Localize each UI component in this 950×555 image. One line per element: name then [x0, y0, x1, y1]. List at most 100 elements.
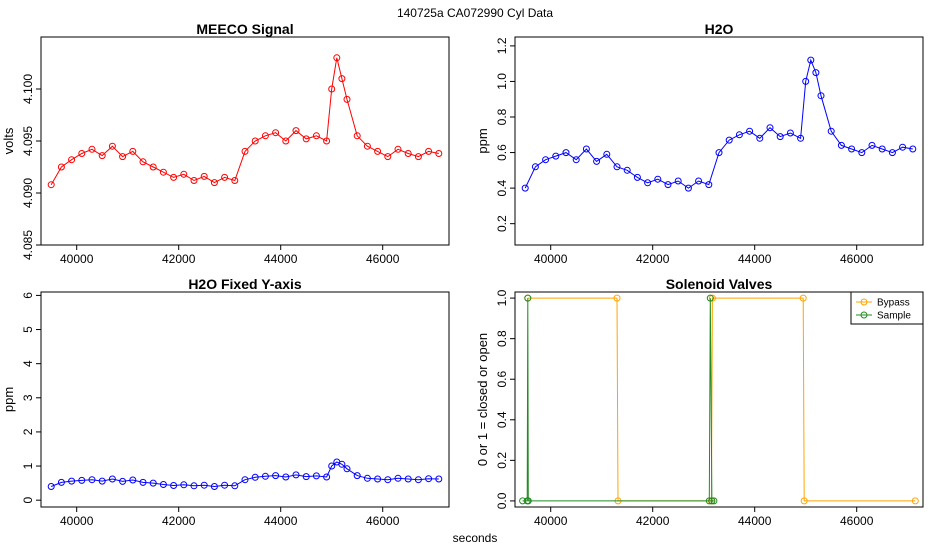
legend-label-sample: Sample: [877, 311, 911, 322]
series-0-point: [695, 177, 703, 185]
panel-h2o: H2O ppm 40000 42000 44000 46000 0.2 0.4 0.6 0.8 1.…: [475, 21, 924, 266]
chart-title: Solenoid Valves: [666, 276, 773, 292]
series-0-point: [644, 179, 652, 187]
series-0-point: [88, 476, 96, 484]
x-tick-label: 40000: [60, 514, 94, 528]
series-0-point: [210, 179, 218, 187]
y-tick-label: 4.085: [21, 230, 35, 260]
series-0-point: [180, 481, 188, 489]
x-tick-label: 40000: [534, 252, 568, 266]
series-0-point: [98, 152, 106, 160]
bypass-point: [800, 497, 808, 505]
x-tick-label: 40000: [534, 514, 568, 528]
series-0-point: [328, 85, 336, 93]
series-0-point: [414, 153, 422, 161]
x-tick-label: 44000: [738, 252, 772, 266]
series-0-point: [338, 75, 346, 83]
y-tick-label: 2: [21, 428, 35, 435]
series-0-point: [170, 482, 178, 489]
y-tick-label: 1: [21, 462, 35, 469]
series-0-point: [292, 471, 300, 479]
y-axis-label: volts: [1, 127, 16, 154]
series-0-point: [328, 462, 336, 470]
sample-line: [522, 298, 714, 502]
series-0-point: [623, 166, 631, 174]
bypass-point: [708, 294, 716, 302]
series-0-point: [858, 149, 866, 157]
series-0-point: [251, 473, 259, 481]
series-0-point: [674, 177, 682, 185]
series-0-point: [582, 145, 590, 153]
figure-header: 140725a CA072990 Cyl Data: [397, 6, 553, 20]
series-0-point: [57, 478, 65, 486]
series-0-point: [261, 132, 269, 140]
series-0-point: [302, 135, 310, 143]
y-axis-label: 0 or 1 = closed or open: [475, 333, 490, 466]
series-0-point: [119, 477, 127, 485]
series-0-point: [909, 145, 917, 153]
panel-solenoid-valves: Solenoid Valves 0 or 1 = closed or open 40…: [475, 276, 924, 528]
x-tick-label: 42000: [636, 514, 670, 528]
series-0-point: [57, 163, 65, 171]
y-tick-label: 1.2: [495, 37, 509, 54]
series-0-point: [425, 147, 433, 155]
series-0-point: [312, 132, 320, 140]
y-tick-label: 0.6: [495, 144, 509, 161]
series-0-point: [139, 158, 147, 166]
plot-frame: [40, 291, 450, 508]
series-0-point: [848, 145, 856, 153]
y-tick-label: 0.2: [495, 452, 509, 469]
series-0-point: [200, 481, 208, 489]
y-axis-label: ppm: [1, 387, 16, 412]
series-0-point: [338, 460, 346, 468]
series-0-point: [139, 478, 147, 486]
panel-meeco-signal: MEECO Signal volts 40000 42000 44000 46000 4.0…: [1, 21, 450, 266]
series-0-point: [899, 143, 907, 151]
series-0-point: [735, 131, 743, 139]
series-0-point: [98, 477, 106, 485]
panel-h2o-fixed-y-axis: H2O Fixed Y-axis ppm 40000 42000 44000 46000 0…: [1, 276, 450, 528]
series-0-point: [282, 137, 290, 145]
series-0-point: [633, 173, 641, 181]
series-0-point: [180, 170, 188, 178]
series-0-point: [384, 153, 392, 161]
series-0-point: [435, 475, 443, 483]
bypass-point: [911, 497, 919, 505]
y-tick-label: 0.2: [495, 215, 509, 232]
series-0-point: [190, 482, 198, 490]
y-tick-label: 0.0: [495, 492, 509, 509]
series-0-point: [786, 129, 794, 137]
series-0-point: [404, 150, 412, 157]
series-0-point: [593, 157, 601, 165]
y-tick-label: 4.100: [21, 74, 35, 104]
series-0-point: [149, 479, 157, 487]
y-axis-label: ppm: [475, 128, 490, 153]
series-0-point: [221, 481, 229, 489]
series-0-point: [374, 147, 382, 155]
series-0-point: [572, 156, 580, 164]
y-tick-label: 6: [21, 292, 35, 299]
series-0-point: [78, 150, 86, 157]
series-0-point: [282, 473, 290, 481]
series-0-point: [425, 475, 433, 483]
series-0-point: [552, 152, 560, 160]
series-0-point: [705, 181, 713, 189]
series-0-point: [603, 150, 611, 158]
series-0-point: [878, 145, 886, 153]
legend-marker-sample: [860, 311, 868, 319]
bypass-point: [613, 294, 621, 302]
series-0-point: [190, 177, 198, 184]
legend: Bypass Sample: [850, 291, 924, 325]
series-0-point: [837, 141, 845, 149]
y-tick-label: 0: [21, 497, 35, 504]
series-0-point: [47, 181, 55, 189]
x-tick-label: 46000: [840, 514, 874, 528]
sample-point: [710, 497, 718, 505]
series-0-point: [797, 134, 805, 142]
series-0-point: [261, 472, 269, 480]
series-0-point: [363, 142, 371, 150]
series-0-point: [241, 476, 249, 484]
series-0-point: [129, 476, 137, 484]
